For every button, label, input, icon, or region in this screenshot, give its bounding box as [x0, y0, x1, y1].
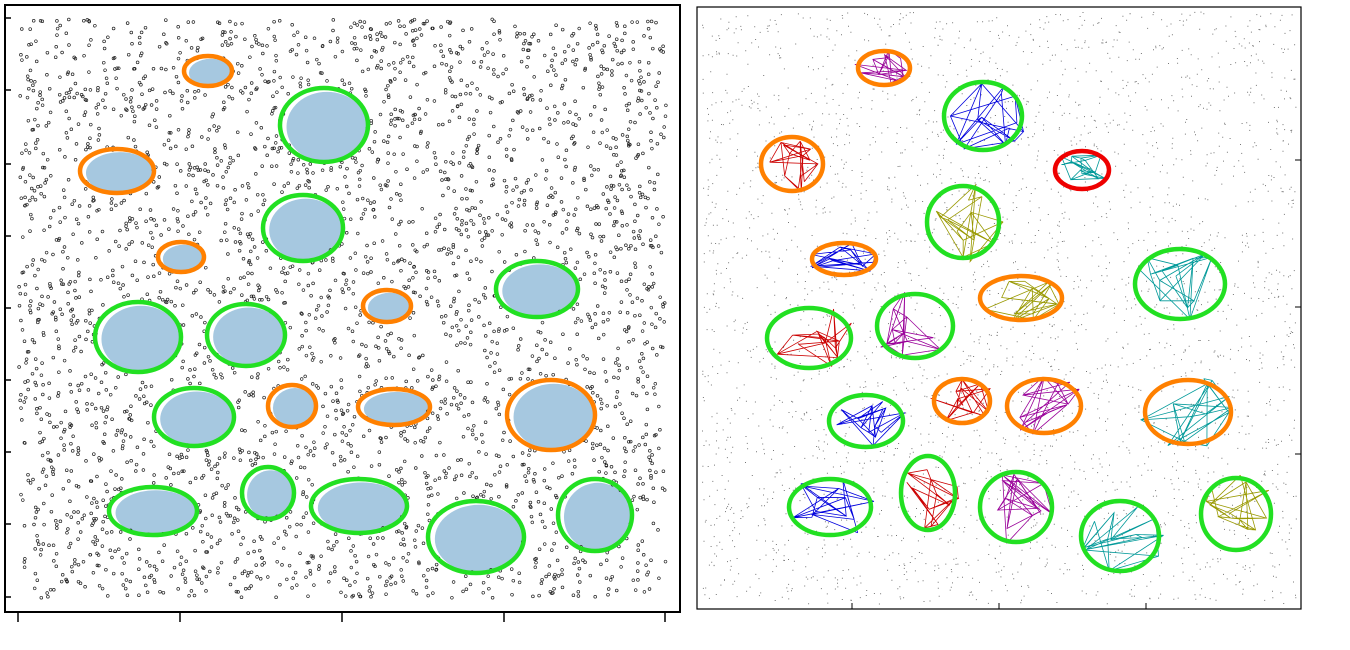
cluster-ellipse	[504, 377, 598, 453]
cluster-ellipse	[786, 476, 874, 538]
region-fill	[367, 292, 413, 324]
cluster-ellipse	[1198, 475, 1274, 553]
cluster-ellipse	[809, 240, 879, 278]
cluster-ellipse	[181, 53, 235, 89]
panel	[4, 4, 681, 622]
region-fill	[247, 470, 295, 520]
region-fill	[272, 388, 318, 428]
cluster-ellipse	[931, 376, 993, 426]
cluster-ellipse	[425, 498, 527, 576]
cluster-ellipse	[239, 464, 297, 522]
cluster-ellipse	[265, 382, 319, 430]
cluster-ellipse	[1078, 498, 1162, 574]
cluster-ellipse	[151, 385, 237, 449]
cluster-ellipse	[977, 273, 1065, 323]
region-fill	[513, 383, 595, 451]
region-fill	[160, 391, 234, 447]
cluster-ellipse	[764, 305, 854, 371]
cluster-ellipse	[155, 239, 207, 275]
noise-points	[702, 11, 1297, 605]
cluster-ellipse	[277, 85, 371, 165]
cluster-ellipse	[758, 134, 826, 194]
cluster-ellipse	[1132, 246, 1228, 322]
cluster-ellipse	[1142, 377, 1234, 447]
cluster-ellipse	[92, 299, 184, 375]
cluster-ellipse	[1052, 148, 1112, 192]
region-fill	[101, 305, 181, 373]
cluster-ellipse	[555, 476, 635, 554]
cluster-ellipse	[924, 183, 1002, 261]
region-fill	[213, 307, 285, 367]
cluster-ellipse	[106, 484, 200, 538]
cluster-ellipse	[308, 476, 410, 536]
cluster-ellipse	[826, 392, 906, 450]
cluster-ellipse	[77, 146, 157, 196]
region-fill	[269, 198, 343, 262]
region-fill	[563, 482, 633, 552]
cluster-ellipse	[355, 386, 433, 428]
region-fill	[85, 152, 155, 194]
cluster-ellipse	[204, 301, 288, 369]
region-fill	[434, 504, 524, 574]
mesh	[1205, 474, 1270, 531]
noise-points	[17, 17, 668, 600]
cluster-ellipse	[493, 258, 581, 320]
region-fill	[115, 490, 197, 536]
region-fill	[317, 482, 407, 534]
cluster-ellipse	[941, 79, 1025, 153]
cluster-ellipse	[360, 287, 414, 325]
mesh	[935, 183, 1004, 264]
cluster-ellipse	[260, 192, 346, 264]
region-fill	[162, 244, 206, 274]
region-fill	[286, 91, 368, 163]
panel	[696, 6, 1302, 610]
region-fill	[502, 264, 578, 318]
cluster-ellipse	[898, 453, 958, 533]
cluster-ellipse	[874, 291, 956, 361]
mesh	[1061, 154, 1106, 181]
region-fill	[188, 58, 234, 88]
cluster-ellipse	[855, 48, 913, 88]
mesh	[769, 140, 819, 193]
region-fill	[363, 391, 431, 427]
cluster-ellipse	[977, 469, 1055, 545]
cluster-ellipse	[1004, 376, 1084, 436]
